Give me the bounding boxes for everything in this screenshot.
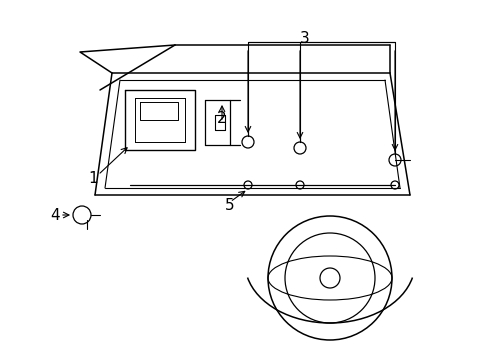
Text: 5: 5 (225, 198, 234, 212)
Text: 2: 2 (217, 111, 226, 126)
Text: 3: 3 (300, 31, 309, 45)
Text: 1: 1 (88, 171, 98, 185)
Text: 4: 4 (50, 207, 60, 222)
